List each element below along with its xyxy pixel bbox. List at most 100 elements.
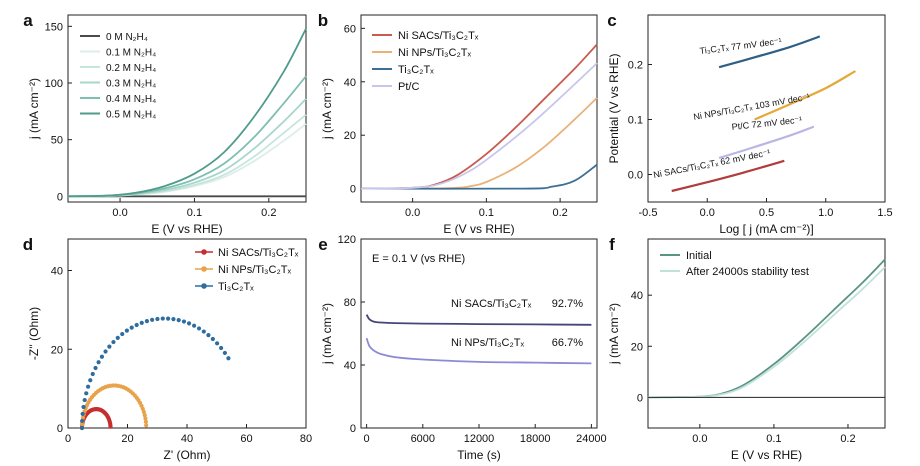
x-tick-label: 12000 [464, 433, 495, 445]
panel-letter: b [318, 11, 328, 30]
legend-entry: 0.5 M N₂H₄ [106, 110, 156, 121]
panel-letter: a [23, 11, 33, 30]
data-point [99, 354, 105, 359]
plot-frame [360, 238, 598, 429]
y-axis-label: Potential (V vs RHE) [607, 53, 621, 163]
tafel-label: Ni SACs/Ti₃C₂Tₓ 62 mV dec⁻¹ [652, 147, 771, 180]
data-point [79, 425, 85, 431]
data-point [143, 416, 148, 421]
data-point [120, 331, 125, 337]
legend-marker [201, 249, 207, 255]
y-axis-label: j (mA cm⁻²) [320, 303, 334, 365]
data-point [222, 350, 227, 356]
data-point [80, 418, 85, 424]
legend-entry: Initial [686, 250, 712, 262]
data-point [141, 409, 146, 415]
legend-entry: Ni NPs/Ti₃C₂Tₓ [398, 47, 471, 59]
panel-b: 0.0 0.1 0.2 0 20 40 60 E (V vs RHE) j (mA cm⁻²) b… [318, 11, 598, 236]
y-axis-label: -Z'' (Ohm) [27, 307, 41, 360]
y-tick-label: 0.2 [628, 60, 643, 72]
data-point [139, 320, 144, 325]
y-tick-label: 0 [350, 423, 356, 435]
x-tick-label: 0.5 [759, 207, 774, 219]
panel-letter: e [318, 235, 327, 254]
legend-entry: 0.4 M N₂H₄ [106, 94, 156, 105]
series-line [360, 62, 598, 190]
series-line [365, 314, 592, 326]
legend-entry: Pt/C [398, 81, 419, 93]
data-point [214, 341, 220, 346]
data-point [201, 329, 206, 334]
data-point [90, 371, 95, 377]
y-tick-label: 50 [51, 135, 63, 147]
x-axis-label: E (V vs RHE) [443, 222, 514, 236]
x-tick-label: 0.0 [700, 207, 715, 219]
y-tick-label: 40 [51, 266, 63, 278]
legend-entry: Ti₃C₂Tₓ [218, 281, 254, 293]
plot-frame [67, 14, 307, 203]
x-tick-label: 1.0 [818, 207, 833, 219]
series-label: Ni SACs/Ti₃C₂Tₓ [451, 298, 532, 310]
data-point [144, 423, 149, 428]
retention-value: 66.7% [552, 337, 583, 349]
series-line [360, 97, 598, 190]
data-point [108, 424, 113, 429]
series-line [360, 43, 598, 190]
series-line [647, 266, 886, 399]
legend-entry: After 24000s stability test [686, 266, 809, 278]
plot-frame [360, 14, 598, 203]
y-axis-label: j (mA cm⁻²) [607, 303, 621, 365]
x-tick-label: 0.2 [552, 207, 567, 219]
y-tick-label: 150 [45, 21, 63, 33]
x-tick-label: 0.0 [112, 207, 127, 219]
x-tick-label: -0.5 [639, 207, 658, 219]
data-point [80, 415, 86, 420]
data-point [181, 319, 187, 324]
series-line [671, 159, 785, 193]
y-tick-label: 0 [57, 423, 63, 435]
data-point [115, 335, 120, 340]
y-tick-label: 40 [631, 290, 643, 302]
series-line [718, 35, 821, 69]
data-point [160, 316, 165, 321]
x-axis-label: Log [ j (mA cm⁻²)] [719, 222, 813, 236]
data-point [81, 404, 86, 410]
data-point [219, 345, 224, 351]
data-point [206, 332, 211, 338]
data-point [176, 318, 181, 323]
y-tick-label: 20 [51, 344, 63, 356]
tafel-label: Pt/C 72 mV dec⁻¹ [731, 115, 802, 132]
data-point [82, 397, 87, 403]
y-tick-label: 80 [344, 297, 356, 309]
x-tick-label: 0 [364, 433, 370, 445]
x-axis-label: Z' (Ohm) [164, 448, 211, 462]
data-point [93, 365, 98, 371]
data-point [124, 328, 129, 333]
y-tick-label: 60 [344, 23, 356, 35]
legend-entry: Ni SACs/Ti₃C₂Tₓ [218, 247, 299, 259]
panel-a: 0.0 0.1 0.2 0 50 100 150 E (V vs RHE) j (mA cm⁻²… [23, 11, 307, 236]
y-tick-label: 0.0 [628, 170, 643, 182]
data-point [107, 344, 112, 349]
y-axis-label: j (mA cm⁻²) [27, 78, 41, 140]
retention-value: 92.7% [552, 298, 583, 310]
x-tick-label: 0.2 [840, 433, 855, 445]
data-point [166, 316, 171, 321]
data-point [142, 413, 147, 418]
legend-entry: Ti₃C₂Tₓ [398, 64, 434, 76]
data-point [79, 422, 85, 427]
x-tick-label: 0.1 [766, 433, 781, 445]
x-tick-label: 40 [181, 433, 193, 445]
panel-d: 0 20 40 60 80 0 20 40 Z' (Ohm) -Z'' (Ohm) d Ni SACs… [23, 235, 312, 462]
data-point [134, 322, 139, 328]
data-point [196, 326, 202, 331]
x-axis-label: Time (s) [457, 448, 501, 462]
data-point [103, 349, 108, 354]
data-point [144, 318, 150, 324]
data-point [171, 317, 176, 322]
x-tick-label: 0.0 [405, 207, 420, 219]
x-tick-label: 24000 [576, 433, 607, 445]
panel-f: 0.0 0.1 0.2 0 20 40 E (V vs RHE) j (mA cm⁻²) f In… [607, 235, 886, 462]
panel-letter: c [607, 11, 616, 30]
